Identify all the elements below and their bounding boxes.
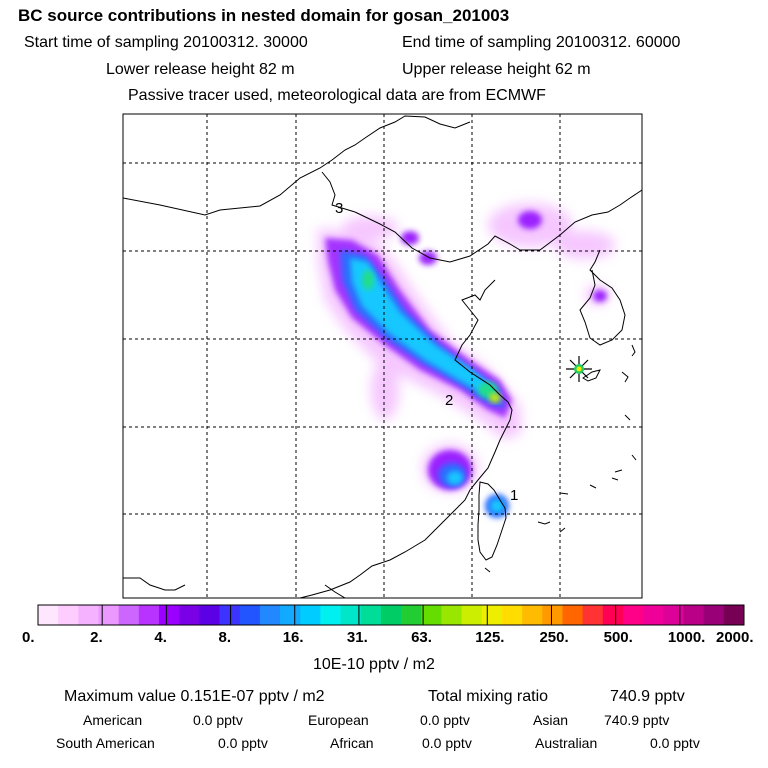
legend-swatch	[280, 605, 301, 625]
south-american-value: 0.0 pptv	[218, 735, 268, 751]
legend-swatch	[441, 605, 462, 625]
concentration-field	[318, 203, 615, 518]
legend-swatch	[501, 605, 523, 625]
total-mixing-value: 740.9 pptv	[610, 688, 685, 705]
legend-swatch	[138, 605, 160, 625]
legend-swatch	[643, 605, 664, 625]
american-value: 0.0 pptv	[193, 712, 243, 728]
legend-swatch	[461, 605, 483, 625]
source-label-2: 2	[445, 392, 454, 409]
american-label: American	[83, 712, 143, 728]
legend-swatch	[340, 605, 362, 625]
legend-swatch	[118, 605, 140, 625]
source-label-3: 3	[335, 200, 344, 217]
legend-tick-label: 2.	[90, 629, 103, 646]
upper-release-height: Upper release height 62 m	[402, 61, 591, 78]
legend-tick-label: 63.	[411, 629, 432, 646]
lat-lon-grid	[123, 114, 642, 598]
legend-swatch	[360, 605, 382, 625]
legend-swatch	[300, 605, 321, 625]
south-american-label: South American	[56, 735, 155, 751]
legend-unit: 10E-10 pptv / m2	[313, 656, 435, 673]
australian-value: 0.0 pptv	[650, 735, 700, 751]
legend-swatch	[219, 605, 241, 625]
legend-swatch	[683, 605, 705, 625]
asian-value: 740.9 pptv	[604, 712, 670, 728]
legend-swatch	[380, 605, 402, 625]
legend-frame	[37, 604, 745, 626]
tracer-note: Passive tracer used, meteorological data…	[128, 87, 546, 104]
source-label-1: 1	[510, 487, 519, 504]
legend-swatch	[663, 605, 684, 625]
lower-release-height: Lower release height 82 m	[106, 61, 295, 78]
legend-swatch	[78, 605, 99, 625]
legend-swatch	[159, 605, 180, 625]
legend-swatch	[602, 605, 624, 625]
legend-tick-label: 2000.	[716, 629, 754, 646]
legend-swatch	[421, 605, 442, 625]
legend-tick-label: 8.	[218, 629, 232, 646]
european-label: European	[308, 712, 369, 728]
legend-swatch	[481, 605, 503, 625]
plot-title: BC source contributions in nested domain…	[18, 6, 510, 25]
total-mixing-label: Total mixing ratio	[428, 688, 549, 705]
legend-swatch	[239, 605, 261, 625]
african-value: 0.0 pptv	[422, 735, 472, 751]
legend-tick-label: 500.	[603, 629, 633, 646]
coastlines	[123, 115, 642, 598]
legend-tick-label: 31.	[346, 629, 368, 646]
legend-tick-label: 0.	[22, 629, 35, 646]
legend-swatch	[622, 605, 644, 625]
legend-swatch	[320, 605, 341, 625]
start-time: Start time of sampling 20100312. 30000	[24, 34, 308, 51]
european-value: 0.0 pptv	[420, 712, 470, 728]
asian-label: Asian	[533, 712, 569, 728]
legend-swatch	[58, 605, 79, 625]
max-value: Maximum value 0.151E-07 pptv / m2	[64, 688, 325, 705]
receptor-star-icon	[566, 356, 592, 382]
australian-label: Australian	[535, 735, 598, 751]
legend-swatch	[199, 605, 220, 625]
legend-swatch	[723, 605, 745, 625]
legend-tick-label: 1000.	[667, 629, 706, 646]
legend-tick-label: 4.	[154, 629, 167, 646]
legend-swatch	[38, 605, 59, 625]
legend-swatch	[542, 605, 563, 625]
legend-tick-label: 16.	[282, 629, 304, 646]
map-frame	[122, 113, 643, 599]
legend-tick-label: 250.	[539, 629, 569, 646]
end-time: End time of sampling 20100312. 60000	[402, 34, 681, 51]
legend-swatch	[401, 605, 422, 625]
african-label: African	[330, 735, 374, 751]
legend-swatch	[522, 605, 543, 625]
legend-swatch	[259, 605, 281, 625]
legend-swatch	[703, 605, 725, 625]
legend-tick-label: 125.	[475, 629, 505, 646]
legend-swatch	[98, 605, 120, 625]
legend-swatch	[179, 605, 200, 625]
legend-swatch	[582, 605, 604, 625]
legend-swatch	[562, 605, 584, 625]
